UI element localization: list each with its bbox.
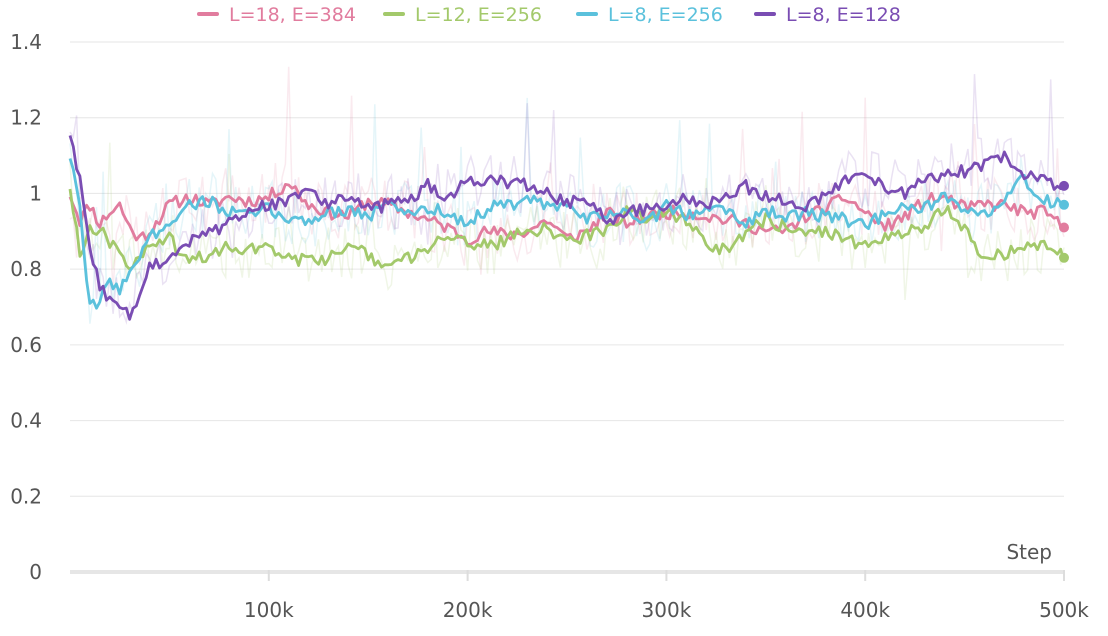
series-layer [68, 66, 1069, 325]
y-tick-label: 0.8 [10, 257, 42, 281]
series-line [68, 183, 1065, 246]
legend-label: L=18, E=384 [229, 4, 356, 26]
y-tick-label: 0.4 [10, 409, 42, 433]
y-tick-label: 0.6 [10, 333, 42, 357]
x-axis-title: Step [1006, 540, 1052, 564]
series-line [68, 135, 1065, 321]
series-line [68, 158, 1065, 310]
y-axis: 0 0.2 0.4 0.6 0.8 1 1.2 1.4 [10, 30, 42, 584]
y-tick-label: 1.4 [10, 30, 42, 54]
x-axis: 100k 200k 300k 400k 500k [70, 570, 1089, 622]
legend-label: L=8, E=256 [608, 4, 723, 26]
series-endpoint-marker [1059, 180, 1069, 191]
series-endpoint-marker [1059, 199, 1069, 210]
y-tick-label: 1 [29, 181, 42, 205]
series-raw-trace [69, 142, 1065, 301]
x-tick-label: 200k [443, 598, 493, 622]
x-tick-label: 100k [244, 598, 294, 622]
legend-label: L=12, E=256 [415, 4, 542, 26]
grid-lines [70, 41, 1064, 497]
y-tick-label: 1.2 [10, 106, 42, 130]
legend-item[interactable]: L=12, E=256 [383, 4, 542, 26]
series-endpoint-marker [1059, 222, 1069, 233]
legend[interactable]: L=18, E=384 L=12, E=256 L=8, E=256 L=8, E=1… [197, 4, 901, 26]
x-tick-label: 300k [642, 598, 692, 622]
y-tick-label: 0 [29, 560, 42, 584]
legend-item[interactable]: L=8, E=128 [754, 4, 901, 26]
series-endpoint-marker [1059, 252, 1069, 263]
legend-label: L=8, E=128 [786, 4, 901, 26]
y-tick-label: 0.2 [10, 484, 42, 508]
legend-item[interactable]: L=18, E=384 [197, 4, 356, 26]
legend-item[interactable]: L=8, E=256 [576, 4, 723, 26]
x-tick-label: 500k [1039, 598, 1089, 622]
x-tick-label: 400k [840, 598, 890, 622]
series-line [68, 188, 1066, 271]
